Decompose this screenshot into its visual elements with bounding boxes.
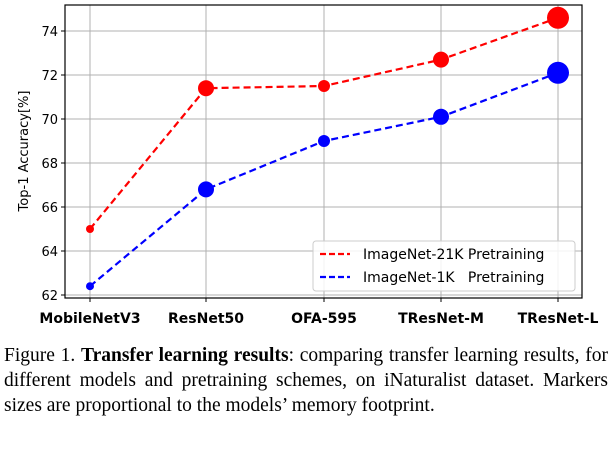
y-tick-label: 66 (41, 201, 58, 216)
y-tick-label: 72 (41, 69, 58, 84)
transfer-learning-chart: 62 64 66 68 70 72 74 MobileNetV3 ResNet50 OFA-59… (17, 4, 598, 327)
data-point-marker (86, 225, 94, 233)
legend-box (312, 240, 576, 292)
y-tick-label: 64 (41, 245, 58, 260)
legend-label-21k: ImageNet-21K Pretraining (363, 247, 544, 263)
x-tick-label: MobileNetV3 (39, 311, 140, 327)
data-point-marker (198, 181, 214, 198)
data-point-marker (318, 135, 330, 147)
data-point-marker (86, 282, 94, 291)
y-tick-label: 70 (41, 113, 58, 128)
chart-legend: ImageNet-21K Pretraining ImageNet-1K Pre… (312, 240, 576, 292)
data-point-marker (547, 61, 569, 84)
chart-series (86, 6, 569, 291)
y-tick-label: 74 (41, 25, 58, 40)
plot-frame (64, 4, 583, 299)
data-point-marker (547, 6, 569, 29)
x-axis-ticks: MobileNetV3 ResNet50 OFA-595 TResNet-M TResN… (39, 298, 598, 327)
data-point-marker (433, 108, 449, 125)
figure-caption: Figure 1. Transfer learning results: com… (4, 343, 608, 418)
data-point-marker (433, 51, 449, 68)
data-point-marker (318, 80, 330, 92)
caption-title: Transfer learning results (81, 345, 289, 366)
y-tick-label: 62 (41, 289, 58, 304)
x-tick-label: ResNet50 (168, 311, 244, 327)
data-point-marker (198, 80, 214, 97)
x-tick-label: TResNet-L (518, 311, 599, 327)
x-tick-label: TResNet-M (398, 311, 484, 327)
x-tick-label: OFA-595 (291, 311, 357, 327)
caption-text: : comparing transfer learning results, f… (4, 345, 608, 416)
caption-label: Figure 1. (4, 345, 76, 366)
y-tick-label: 68 (41, 157, 58, 172)
y-axis-ticks: 62 64 66 68 70 72 74 (41, 25, 65, 304)
y-axis-label: Top-1 Accuracy[%] (17, 91, 32, 213)
legend-label-1k: ImageNet-1K Pretraining (363, 270, 544, 286)
